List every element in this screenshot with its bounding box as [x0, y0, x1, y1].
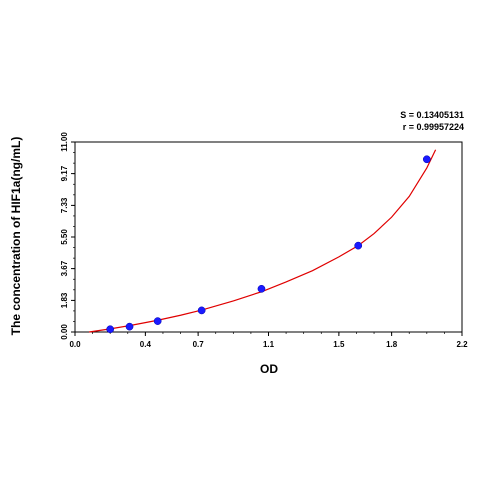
s-value-label: S = 0.13405131	[400, 110, 464, 120]
y-tick-label: 9.17	[60, 165, 69, 181]
plot-frame	[74, 141, 463, 333]
x-tick-label: 0.0	[69, 340, 81, 349]
y-tick-label: 5.50	[60, 229, 69, 245]
x-axis-label: OD	[260, 362, 278, 376]
y-tick-label: 11.00	[60, 132, 69, 152]
y-axis-label: The concentration of HIF1a(ng/mL)	[9, 137, 23, 336]
x-tick-label: 2.2	[456, 340, 468, 349]
data-point	[197, 306, 206, 315]
y-tick-label: 1.83	[60, 292, 69, 308]
data-point	[125, 322, 134, 331]
x-tick-label: 1.5	[333, 340, 345, 349]
x-tick-label: 0.4	[140, 340, 152, 349]
data-points-layer	[106, 155, 431, 334]
y-tick-label: 3.67	[60, 260, 69, 276]
x-tick-label: 0.7	[193, 340, 205, 349]
data-point	[257, 284, 266, 293]
x-tick-label: 1.1	[263, 340, 275, 349]
data-point	[422, 155, 431, 164]
r-value-label: r = 0.99957224	[402, 122, 464, 132]
y-tick-label: 7.33	[60, 197, 69, 213]
data-point	[106, 325, 115, 334]
fit-curve-layer	[88, 149, 437, 333]
data-point	[153, 317, 162, 325]
fit-curve	[88, 149, 437, 333]
x-tick-label: 1.8	[386, 340, 398, 349]
axes-layer: 0.0 0.4 0.7 1.1 1.5 1.8 2.2 0.00 1.83 3.67 5.50 7.3…	[60, 132, 468, 349]
y-tick-label: 0.00	[60, 324, 69, 340]
data-point	[354, 241, 363, 250]
